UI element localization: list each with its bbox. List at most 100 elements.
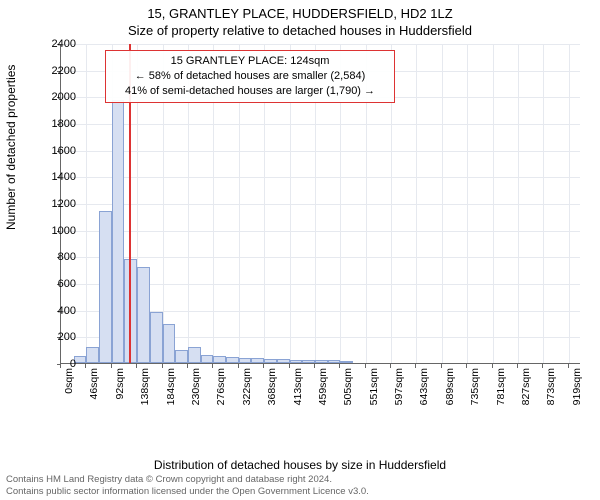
histogram-bar xyxy=(340,361,353,363)
ytick-label: 2400 xyxy=(42,38,76,50)
xtick-label: 643sqm xyxy=(418,368,430,405)
ytick-label: 200 xyxy=(42,331,76,343)
histogram-bar xyxy=(251,358,264,363)
xtick-label: 873sqm xyxy=(545,368,557,405)
histogram-bar xyxy=(290,360,303,363)
xtick-label: 322sqm xyxy=(241,368,253,405)
xtick-mark xyxy=(162,364,163,368)
title-line-1: 15, GRANTLEY PLACE, HUDDERSFIELD, HD2 1L… xyxy=(0,0,600,21)
xtick-mark xyxy=(542,364,543,368)
gridline-h xyxy=(61,44,580,45)
footer: Contains HM Land Registry data © Crown c… xyxy=(6,474,594,498)
gridline-h xyxy=(61,177,580,178)
xtick-label: 781sqm xyxy=(495,368,507,405)
ytick-label: 1400 xyxy=(42,171,76,183)
xtick-mark xyxy=(568,364,569,368)
histogram-bar xyxy=(137,267,150,363)
xtick-label: 413sqm xyxy=(292,368,304,405)
gridline-v xyxy=(86,44,87,363)
xtick-label: 689sqm xyxy=(444,368,456,405)
ytick-label: 0 xyxy=(42,358,76,370)
ytick-label: 1800 xyxy=(42,118,76,130)
xtick-mark xyxy=(111,364,112,368)
footer-line-2: Contains public sector information licen… xyxy=(6,486,594,498)
xtick-label: 505sqm xyxy=(342,368,354,405)
ytick-label: 1200 xyxy=(42,198,76,210)
gridline-v xyxy=(543,44,544,363)
histogram-bar xyxy=(328,360,341,363)
xtick-label: 46sqm xyxy=(88,368,100,400)
xtick-label: 368sqm xyxy=(266,368,278,405)
xtick-label: 184sqm xyxy=(165,368,177,405)
histogram-bar xyxy=(188,347,201,363)
xtick-label: 827sqm xyxy=(520,368,532,405)
xtick-mark xyxy=(415,364,416,368)
gridline-v xyxy=(518,44,519,363)
xtick-mark xyxy=(212,364,213,368)
xtick-label: 230sqm xyxy=(190,368,202,405)
xtick-label: 0sqm xyxy=(63,368,75,394)
ytick-label: 2000 xyxy=(42,91,76,103)
xtick-label: 919sqm xyxy=(571,368,583,405)
x-axis-label: Distribution of detached houses by size … xyxy=(0,458,600,472)
xtick-label: 735sqm xyxy=(469,368,481,405)
info-line-3: 41% of semi-detached houses are larger (… xyxy=(112,84,388,99)
gridline-v xyxy=(416,44,417,363)
xtick-mark xyxy=(492,364,493,368)
histogram-bar xyxy=(175,350,188,363)
gridline-v xyxy=(442,44,443,363)
xtick-mark xyxy=(238,364,239,368)
gridline-v xyxy=(467,44,468,363)
xtick-mark xyxy=(85,364,86,368)
histogram-bar xyxy=(112,100,125,363)
xtick-label: 276sqm xyxy=(215,368,227,405)
histogram-bar xyxy=(239,358,252,363)
xtick-mark xyxy=(466,364,467,368)
ytick-label: 1000 xyxy=(42,225,76,237)
ytick-label: 2200 xyxy=(42,65,76,77)
plot-region: 15 GRANTLEY PLACE: 124sqm ← 58% of detac… xyxy=(60,44,580,364)
y-axis-label: Number of detached properties xyxy=(4,65,18,230)
histogram-bar xyxy=(163,324,176,363)
histogram-bar xyxy=(264,359,277,363)
info-box: 15 GRANTLEY PLACE: 124sqm ← 58% of detac… xyxy=(105,50,395,103)
xtick-mark xyxy=(441,364,442,368)
histogram-bar xyxy=(213,356,226,363)
xtick-mark xyxy=(136,364,137,368)
histogram-bar xyxy=(99,211,112,363)
xtick-mark xyxy=(263,364,264,368)
footer-line-1: Contains HM Land Registry data © Crown c… xyxy=(6,474,594,486)
histogram-bar xyxy=(277,359,290,363)
xtick-mark xyxy=(390,364,391,368)
histogram-bar xyxy=(150,312,163,363)
gridline-h xyxy=(61,231,580,232)
info-line-1: 15 GRANTLEY PLACE: 124sqm xyxy=(112,54,388,69)
info-line-2: ← 58% of detached houses are smaller (2,… xyxy=(112,69,388,84)
gridline-v xyxy=(493,44,494,363)
ytick-label: 800 xyxy=(42,251,76,263)
xtick-mark xyxy=(365,364,366,368)
ytick-label: 600 xyxy=(42,278,76,290)
xtick-mark xyxy=(314,364,315,368)
gridline-h xyxy=(61,151,580,152)
histogram-bar xyxy=(226,357,239,363)
xtick-label: 459sqm xyxy=(317,368,329,405)
gridline-v xyxy=(569,44,570,363)
xtick-mark xyxy=(517,364,518,368)
histogram-bar xyxy=(315,360,328,363)
xtick-label: 597sqm xyxy=(393,368,405,405)
ytick-label: 400 xyxy=(42,305,76,317)
xtick-mark xyxy=(339,364,340,368)
gridline-h xyxy=(61,204,580,205)
gridline-h xyxy=(61,124,580,125)
ytick-label: 1600 xyxy=(42,145,76,157)
title-line-2: Size of property relative to detached ho… xyxy=(0,21,600,38)
histogram-bar xyxy=(201,355,214,363)
histogram-bar xyxy=(302,360,315,363)
xtick-mark xyxy=(187,364,188,368)
histogram-bar xyxy=(86,347,99,363)
xtick-label: 138sqm xyxy=(139,368,151,405)
xtick-label: 551sqm xyxy=(368,368,380,405)
chart-area: 15 GRANTLEY PLACE: 124sqm ← 58% of detac… xyxy=(60,44,580,414)
xtick-mark xyxy=(289,364,290,368)
